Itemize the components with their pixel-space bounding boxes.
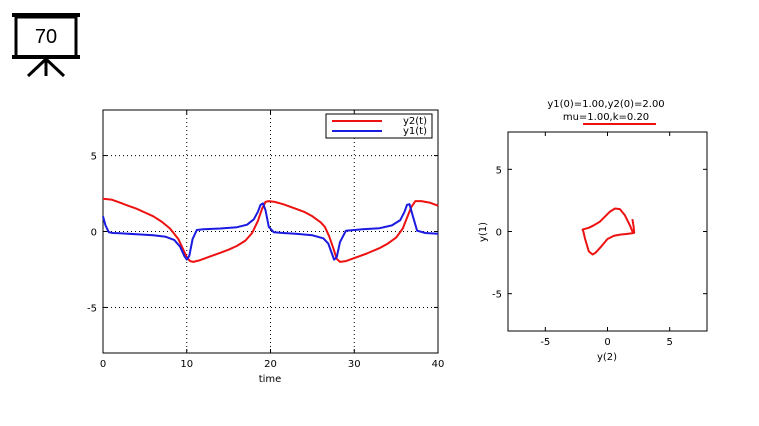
x-tick-label: 0 (604, 337, 610, 348)
x-tick-label: 30 (348, 359, 361, 370)
y-tick-label: -5 (87, 303, 97, 314)
y-tick-label: 5 (496, 165, 502, 176)
stand-leg-left (26, 57, 48, 78)
legend-box (325, 113, 433, 139)
x-tick-label: 5 (667, 337, 673, 348)
phase-portrait-y-axis-label: y(1) (478, 222, 489, 242)
series-line-y2t (102, 197, 439, 263)
series-line-y1t (102, 202, 439, 261)
x-tick-label: 10 (180, 359, 193, 370)
phase-portrait-subtitle: mu=1.00,k=0.20 (563, 112, 649, 123)
stand-leg-right (44, 57, 66, 78)
time-series-lines (102, 197, 439, 263)
screen-bottom-bar (12, 55, 80, 59)
legend-label-y2: y2(t) (403, 116, 427, 127)
screen-top-bar (12, 13, 80, 17)
time-series-legend: y2(t) y1(t) (325, 113, 433, 139)
x-tick-label: 0 (100, 359, 106, 370)
legend-label-y1: y1(t) (403, 126, 427, 137)
time-series-grid (103, 110, 438, 353)
slide-number: 70 (35, 26, 57, 48)
phase-portrait-x-axis-label: y(2) (597, 352, 617, 363)
phase-portrait-plot-frame (507, 131, 708, 332)
y-tick-label: 5 (91, 152, 97, 163)
x-tick-label: 20 (264, 359, 277, 370)
x-tick-label: 40 (432, 359, 445, 370)
y-tick-label: 0 (91, 228, 97, 239)
y-tick-label: -5 (492, 290, 502, 301)
time-series-ticks: 0 10 20 30 40 -5 0 5 (87, 110, 444, 370)
time-series-x-axis-label: time (259, 374, 282, 385)
phase-portrait-lines (581, 207, 636, 256)
phase-portrait-title: y1(0)=1.00,y2(0)=2.00 (547, 99, 664, 110)
time-series-chart: 0 10 20 30 40 -5 0 5 time y2(t) y1(t) (87, 109, 444, 385)
y-tick-label: 0 (496, 228, 502, 239)
phase-trajectory-line (581, 207, 636, 256)
slide-number-badge: 70 (12, 13, 80, 78)
phase-portrait-ticks: -5 0 5 -5 0 5 (492, 132, 707, 348)
phase-portrait-chart: y1(0)=1.00,y2(0)=2.00 mu=1.00,k=0.20 -5 0… (478, 99, 708, 363)
x-tick-label: -5 (540, 337, 550, 348)
